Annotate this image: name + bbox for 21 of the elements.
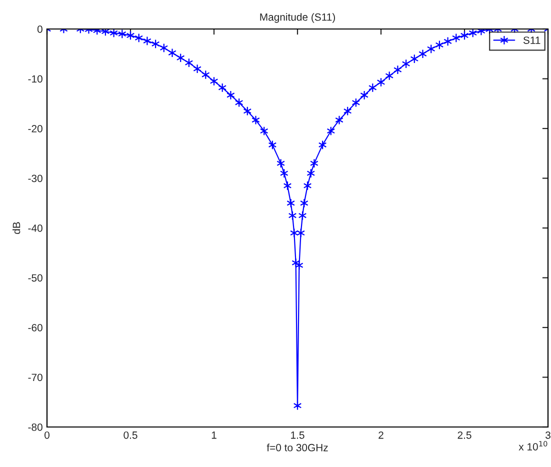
x-tick-label: 2.5 (458, 431, 472, 439)
y-tick-label: -30 (28, 174, 42, 182)
text: x 10$^{10}$ (518, 440, 548, 450)
y-tick-label: -20 (28, 125, 42, 132)
y-tick-label: 0 (37, 26, 42, 33)
y-tick-label: -70 (28, 374, 42, 382)
x-tick-label: 0 (44, 431, 50, 439)
y-tick-label: -80 (28, 424, 42, 431)
x-tick-label: 3 (546, 431, 550, 439)
y-tick-label: -60 (28, 324, 42, 332)
y-tick-label: -10 (28, 75, 42, 83)
legend-label: S11 (523, 36, 540, 44)
x-tick-label: 1.5 (291, 432, 304, 439)
x-tick-label: 2 (378, 431, 384, 439)
chart-title: Magnitude (S11) (260, 13, 335, 23)
x-tick-label: 0.5 (124, 431, 138, 439)
y-tick-label: -50 (28, 274, 42, 282)
y-axis-title: dB (12, 222, 20, 234)
x-tick-label: 1 (212, 432, 216, 439)
y-tick-label: -40 (28, 224, 42, 232)
x-axis-title: f=0 to 30GHz (266, 444, 328, 452)
